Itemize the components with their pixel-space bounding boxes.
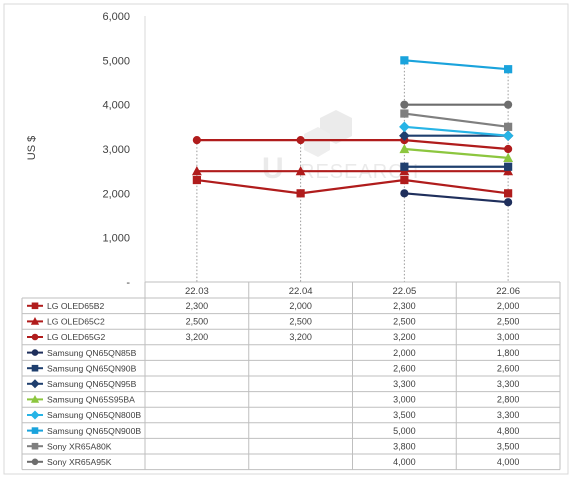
y-tick-label: 2,000 bbox=[102, 188, 130, 200]
legend-key-marker-samsung-qn65qn900b bbox=[31, 427, 39, 434]
table-value: 5,000 bbox=[393, 426, 416, 436]
data-point-sony-xr65a80k bbox=[400, 109, 409, 118]
series-line-samsung-qn65s95ba bbox=[404, 147, 509, 159]
legend-key-marker-samsung-qn65qn90b bbox=[31, 364, 39, 372]
y-tick-label: 1,000 bbox=[102, 233, 130, 245]
data-point-sony-xr65a80k bbox=[504, 122, 513, 131]
y-tick-label: 3,000 bbox=[102, 144, 130, 156]
data-point-lg-oled65b2 bbox=[192, 175, 201, 185]
table-value: 3,200 bbox=[289, 332, 312, 342]
legend-label-lg-oled65b2: LG OLED65B2 bbox=[47, 301, 105, 311]
data-point-samsung-qn65s95ba bbox=[503, 152, 514, 162]
legend-key-marker-lg-oled65c2 bbox=[30, 317, 40, 325]
x-tick-label: 22.06 bbox=[496, 286, 520, 297]
table-value: 3,500 bbox=[393, 410, 416, 420]
legend-label-samsung-qn65qn95b: Samsung QN65QN95B bbox=[47, 379, 137, 389]
y-tick-label: 5,000 bbox=[102, 55, 130, 67]
legend-label-samsung-qn65qn90b: Samsung QN65QN90B bbox=[47, 363, 137, 373]
table-value: 3,300 bbox=[497, 379, 520, 389]
table-value: 2,500 bbox=[393, 317, 416, 327]
legend-key-marker-lg-oled65g2 bbox=[31, 333, 39, 341]
data-point-lg-oled65c2 bbox=[295, 166, 306, 176]
table-value: 2,500 bbox=[289, 317, 312, 327]
legend-key-marker-samsung-qn65qn85b bbox=[31, 349, 39, 356]
series-line-samsung-qn65qn85b bbox=[404, 192, 509, 204]
table-value: 2,800 bbox=[497, 395, 520, 405]
table-value: 3,300 bbox=[393, 379, 416, 389]
series-line-sony-xr65a80k bbox=[404, 112, 509, 128]
data-point-sony-xr65a95k bbox=[504, 100, 513, 109]
legend-label-lg-oled65g2: LG OLED65G2 bbox=[47, 332, 105, 342]
data-point-samsung-qn65qn85b bbox=[400, 189, 409, 198]
x-tick-label: 22.05 bbox=[392, 286, 416, 297]
data-point-lg-oled65b2 bbox=[504, 189, 513, 198]
data-point-samsung-qn65qn90b bbox=[400, 162, 409, 171]
table-value: 3,500 bbox=[497, 441, 520, 451]
legend-key-marker-samsung-qn65qn95b bbox=[30, 379, 40, 389]
x-tick-label: 22.03 bbox=[185, 286, 209, 297]
data-point-samsung-qn65qn800b bbox=[399, 121, 410, 133]
legend-label-sony-xr65a95k: Sony XR65A95K bbox=[47, 457, 112, 467]
table-value: 3,200 bbox=[186, 332, 209, 342]
legend-key-marker-lg-oled65b2 bbox=[31, 302, 39, 310]
legend-key-marker-sony-xr65a80k bbox=[31, 442, 39, 450]
data-point-samsung-qn65qn90b bbox=[504, 162, 513, 171]
data-point-lg-oled65c2 bbox=[503, 166, 514, 176]
data-point-lg-oled65g2 bbox=[296, 136, 305, 145]
table-value: 1,800 bbox=[497, 348, 520, 358]
table-value: 2,000 bbox=[497, 301, 520, 311]
series-line-lg-oled65b2 bbox=[196, 178, 509, 195]
data-point-lg-oled65b2 bbox=[400, 175, 409, 185]
table-value: 3,000 bbox=[393, 395, 416, 405]
y-tick-label: - bbox=[126, 277, 130, 289]
legend-label-samsung-qn65qn800b: Samsung QN65QN800B bbox=[47, 410, 141, 420]
data-point-samsung-qn65qn900b bbox=[400, 56, 409, 65]
table-value: 3,800 bbox=[393, 441, 416, 451]
table-value: 2,300 bbox=[393, 301, 416, 311]
table-value: 3,300 bbox=[497, 410, 520, 420]
y-axis-title: US $ bbox=[26, 136, 38, 160]
table-value: 4,800 bbox=[497, 426, 520, 436]
table-value: 3,000 bbox=[497, 332, 520, 342]
series-line-lg-oled65g2 bbox=[196, 139, 509, 151]
y-tick-label: 4,000 bbox=[102, 100, 130, 112]
series-line-samsung-qn65qn800b bbox=[404, 125, 509, 137]
data-point-samsung-qn65qn900b bbox=[504, 65, 513, 74]
data-point-samsung-qn65qn800b bbox=[502, 130, 514, 142]
legend-label-lg-oled65c2: LG OLED65C2 bbox=[47, 317, 105, 327]
table-value: 2,600 bbox=[497, 363, 520, 373]
data-point-samsung-qn65qn95b bbox=[399, 130, 410, 142]
legend-label-samsung-qn65qn900b: Samsung QN65QN900B bbox=[47, 426, 141, 436]
table-value: 2,500 bbox=[497, 317, 520, 327]
data-point-samsung-qn65s95ba bbox=[399, 143, 410, 154]
y-tick-label: 6,000 bbox=[102, 11, 130, 23]
legend-key-marker-samsung-qn65s95ba bbox=[30, 395, 40, 403]
legend-key-marker-samsung-qn65qn800b bbox=[30, 410, 40, 420]
x-tick-label: 22.04 bbox=[289, 286, 313, 297]
data-point-lg-oled65g2 bbox=[192, 136, 201, 145]
table-value: 4,000 bbox=[393, 457, 416, 467]
legend-key-marker-sony-xr65a95k bbox=[31, 458, 39, 466]
svg-text:U: U bbox=[262, 152, 284, 185]
legend-label-samsung-qn65s95ba: Samsung QN65S95BA bbox=[47, 395, 135, 405]
table-value: 2,600 bbox=[393, 363, 416, 373]
data-point-sony-xr65a95k bbox=[400, 100, 409, 109]
table-value: 2,300 bbox=[186, 301, 209, 311]
legend-label-sony-xr65a80k: Sony XR65A80K bbox=[47, 441, 112, 451]
data-point-lg-oled65g2 bbox=[504, 144, 513, 154]
data-point-lg-oled65c2 bbox=[399, 166, 410, 176]
data-point-lg-oled65c2 bbox=[191, 166, 202, 176]
data-point-lg-oled65b2 bbox=[296, 189, 305, 198]
data-point-samsung-qn65qn85b bbox=[504, 198, 513, 207]
table-value: 2,000 bbox=[289, 301, 312, 311]
legend-label-samsung-qn65qn85b: Samsung QN65QN85B bbox=[47, 348, 137, 358]
table-value: 2,500 bbox=[186, 317, 209, 327]
table-value: 3,200 bbox=[393, 332, 416, 342]
table-value: 2,000 bbox=[393, 348, 416, 358]
table-value: 4,000 bbox=[497, 457, 520, 467]
series-line-samsung-qn65qn900b bbox=[404, 59, 509, 71]
